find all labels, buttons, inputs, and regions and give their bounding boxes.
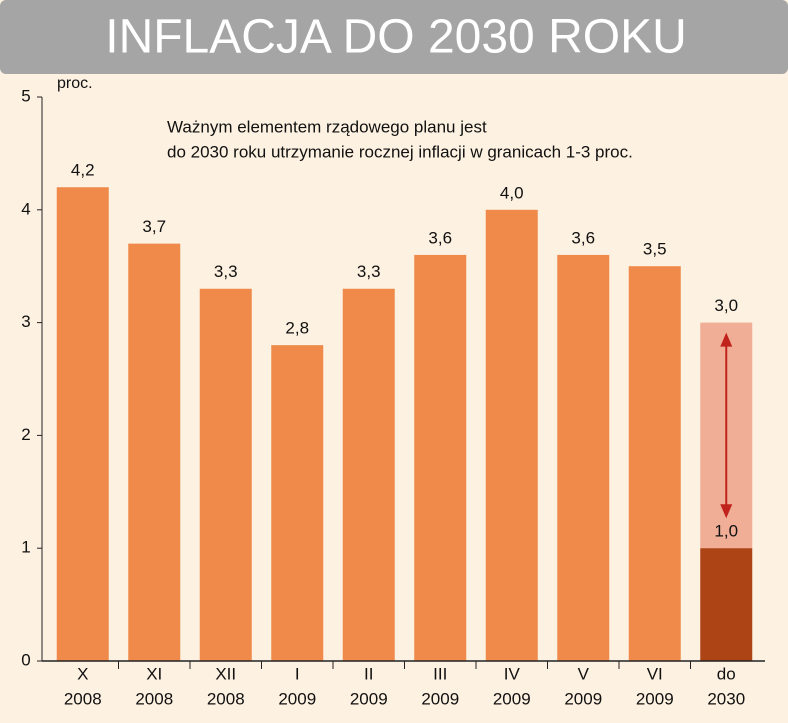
x-tick-label: 2009: [421, 689, 459, 708]
bar: [271, 345, 324, 661]
value-label: 3,3: [357, 262, 381, 281]
y-tick-label: 0: [21, 650, 30, 669]
bar: [56, 187, 109, 662]
y-tick-label: 2: [21, 425, 30, 444]
x-tick-label: 2009: [350, 689, 388, 708]
value-label: 4,0: [500, 183, 524, 202]
bar: [628, 266, 681, 661]
y-unit: proc.: [57, 75, 93, 92]
target-low-bar: [700, 548, 753, 661]
arrow-head: [720, 504, 733, 519]
value-label: 3,5: [643, 240, 667, 259]
x-tick-label: VI: [647, 664, 663, 683]
bar: [342, 288, 395, 661]
annotation: Ważnym elementem rządowego planu jest: [167, 117, 487, 136]
bar: [485, 209, 538, 662]
x-tick-label: 2009: [278, 689, 316, 708]
y-tick-label: 5: [21, 86, 30, 105]
x-tick-label: III: [433, 664, 447, 683]
chart-title: INFLACJA DO 2030 ROKU: [105, 11, 687, 64]
bar: [414, 254, 467, 662]
value-label: 2,8: [285, 319, 309, 338]
x-tick-label: 2009: [493, 689, 531, 708]
value-label: 3,0: [714, 296, 738, 315]
y-tick-label: 3: [21, 312, 30, 331]
x-tick-label: X: [77, 664, 88, 683]
x-tick-label: 2030: [707, 689, 745, 708]
bar: [557, 254, 610, 662]
x-tick-label: V: [578, 664, 590, 683]
x-tick-label: 2008: [207, 689, 245, 708]
value-label: 3,3: [214, 262, 238, 281]
x-tick-label: do: [717, 664, 736, 683]
arrow-head: [720, 332, 733, 347]
annotation: do 2030 roku utrzymanie rocznej inflacji…: [167, 142, 633, 161]
value-label: 3,6: [571, 228, 595, 247]
y-tick-label: 1: [21, 538, 30, 557]
x-tick-label: XII: [215, 664, 236, 683]
bar: [199, 288, 252, 661]
x-tick-label: I: [295, 664, 300, 683]
x-tick-label: XI: [146, 664, 162, 683]
x-tick-label: 2008: [135, 689, 173, 708]
x-tick-label: 2009: [564, 689, 602, 708]
x-tick-label: 2009: [636, 689, 674, 708]
value-label: 1,0: [714, 522, 738, 541]
title-band: [0, 0, 788, 74]
x-tick-label: 2008: [64, 689, 102, 708]
x-tick-label: IV: [504, 664, 521, 683]
y-tick-label: 4: [21, 199, 30, 218]
x-tick-label: II: [364, 664, 373, 683]
value-label: 3,7: [142, 217, 166, 236]
value-label: 3,6: [428, 228, 452, 247]
bar: [128, 243, 181, 661]
value-label: 4,2: [71, 161, 95, 180]
